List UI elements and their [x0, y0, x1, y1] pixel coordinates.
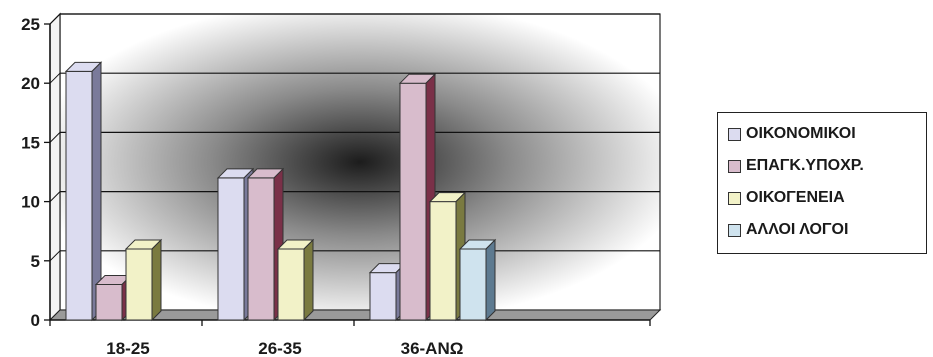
y-tick-label: 15	[21, 133, 40, 152]
legend-swatch	[728, 127, 741, 141]
gridline-side	[49, 132, 61, 143]
legend-label: ΟΙΚΟΝΟΜΙΚΟΙ	[746, 125, 856, 142]
gridline-side	[49, 72, 61, 84]
bar-side	[485, 238, 496, 322]
bar	[429, 201, 457, 321]
y-tick-label: 10	[21, 193, 40, 212]
legend-label: ΑΛΛΟΙ ΛΟΓΟΙ	[746, 221, 849, 238]
legend-item: ΟΙΚΟΓΕΝΕΙΑ	[728, 187, 845, 209]
bar	[65, 70, 93, 321]
legend-label: ΟΙΚΟΓΕΝΕΙΑ	[746, 189, 845, 206]
bar	[459, 248, 487, 321]
x-tick-label: 36-ΑΝΩ	[401, 339, 464, 357]
legend-item: ΟΙΚΟΝΟΜΙΚΟΙ	[728, 123, 856, 145]
legend-item: ΕΠΑΓΚ.ΥΠΟΧΡ.	[728, 155, 864, 177]
bar	[217, 177, 245, 321]
bars	[64, 61, 497, 322]
y-tick-label: 20	[21, 74, 40, 93]
bar	[399, 82, 427, 321]
plot-side-wall	[49, 12, 61, 322]
legend-swatch	[728, 159, 741, 173]
y-tick-label: 25	[21, 15, 40, 34]
bar	[277, 248, 305, 321]
y-tick-label: 0	[31, 311, 40, 330]
bar-side	[303, 238, 314, 322]
bar	[369, 272, 397, 321]
bar	[125, 248, 153, 321]
legend: ΟΙΚΟΝΟΜΙΚΟΙ ΕΠΑΓΚ.ΥΠΟΧΡ. ΟΙΚΟΓΕΝΕΙΑ ΑΛΛΟΙ Λ…	[717, 112, 927, 254]
gridline-side	[49, 250, 61, 262]
legend-swatch	[728, 223, 741, 237]
gridline-side	[49, 13, 61, 25]
tick-labels: 0 5 10 15 20 25 18-25 26-35 36-ΑΝΩ	[21, 15, 463, 357]
gridline-side	[49, 191, 61, 202]
legend-label: ΕΠΑΓΚ.ΥΠΟΧΡ.	[746, 157, 864, 174]
bar	[247, 177, 275, 321]
x-tick-label: 18-25	[106, 339, 149, 357]
x-tick-label: 26-35	[258, 339, 301, 357]
legend-item: ΑΛΛΟΙ ΛΟΓΟΙ	[728, 219, 848, 241]
legend-swatch	[728, 191, 741, 205]
bar-side	[151, 238, 162, 322]
bar	[95, 283, 123, 321]
y-tick-label: 5	[31, 252, 40, 271]
